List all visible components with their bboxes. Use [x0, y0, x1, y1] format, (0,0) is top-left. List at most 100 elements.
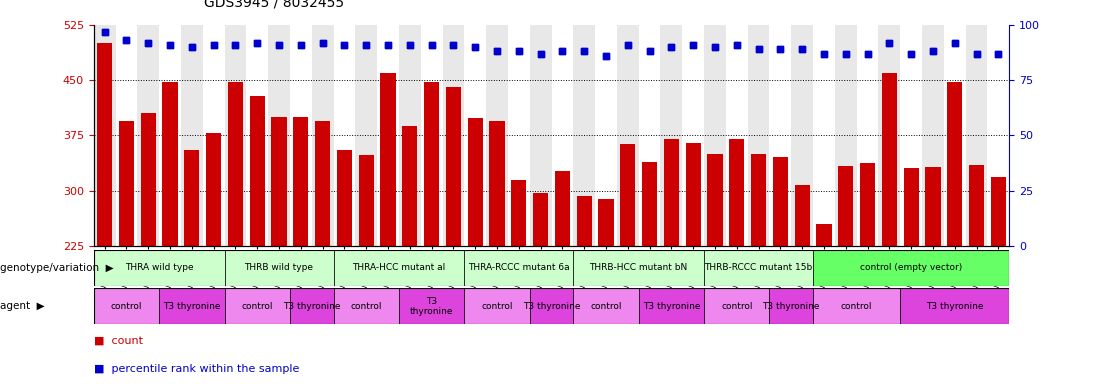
Bar — [403, 126, 417, 384]
Text: ■  count: ■ count — [94, 336, 142, 346]
Bar — [271, 117, 287, 384]
Bar — [620, 144, 635, 384]
Bar — [574, 25, 596, 246]
Bar — [598, 199, 613, 384]
Bar — [773, 157, 788, 384]
Bar — [184, 150, 200, 384]
Point — [313, 40, 331, 46]
Bar — [290, 288, 333, 324]
Bar — [707, 154, 722, 384]
Point — [859, 51, 877, 57]
Text: THRA-HCC mutant al: THRA-HCC mutant al — [352, 263, 446, 272]
Point — [205, 42, 223, 48]
Point — [684, 42, 702, 48]
Bar — [903, 169, 919, 384]
Point — [837, 51, 855, 57]
Point — [118, 37, 136, 43]
Text: THRB-HCC mutant bN: THRB-HCC mutant bN — [590, 263, 688, 272]
Bar — [97, 43, 113, 384]
Bar — [116, 25, 138, 246]
Bar — [838, 166, 854, 384]
Bar — [987, 25, 1009, 246]
Bar — [577, 196, 592, 384]
Bar — [664, 139, 679, 384]
Bar — [661, 25, 683, 246]
Bar — [791, 25, 813, 246]
Point — [139, 40, 157, 46]
Text: T3 thyronine: T3 thyronine — [523, 302, 580, 311]
Point — [422, 42, 440, 48]
Point — [576, 48, 593, 55]
Bar — [228, 82, 243, 384]
Bar — [574, 250, 704, 286]
Bar — [97, 43, 113, 384]
Bar — [813, 250, 1009, 286]
Bar — [249, 96, 265, 384]
Point — [139, 40, 157, 46]
Bar — [511, 180, 526, 384]
Point — [270, 42, 288, 48]
Bar — [377, 25, 399, 246]
Point — [684, 42, 702, 48]
Text: THRB wild type: THRB wild type — [245, 263, 313, 272]
Bar — [312, 25, 333, 246]
Bar — [686, 143, 700, 384]
Bar — [838, 166, 854, 384]
Bar — [420, 25, 442, 246]
Bar — [965, 25, 987, 246]
Bar — [399, 288, 464, 324]
Bar — [249, 96, 265, 384]
Bar — [925, 167, 941, 384]
Point — [161, 42, 179, 48]
Point — [292, 42, 310, 48]
Point — [728, 42, 746, 48]
Bar — [358, 155, 374, 384]
Point — [554, 48, 571, 55]
Text: control (empty vector): control (empty vector) — [860, 263, 962, 272]
Bar — [968, 165, 984, 384]
Bar — [468, 118, 483, 384]
Text: agent  ▶: agent ▶ — [0, 301, 44, 311]
Text: THRA-RCCC mutant 6a: THRA-RCCC mutant 6a — [468, 263, 569, 272]
Bar — [816, 223, 832, 384]
Point — [445, 42, 462, 48]
Bar — [683, 25, 704, 246]
Bar — [726, 25, 748, 246]
Point — [793, 46, 811, 52]
Point — [771, 46, 789, 52]
Bar — [228, 82, 243, 384]
Bar — [336, 150, 352, 384]
Bar — [813, 25, 835, 246]
Point — [96, 28, 114, 35]
Point — [510, 48, 527, 55]
Text: T3
thyronine: T3 thyronine — [410, 296, 453, 316]
Bar — [511, 180, 526, 384]
Point — [750, 46, 768, 52]
Point — [641, 48, 658, 55]
Text: control: control — [840, 302, 872, 311]
Point — [467, 44, 484, 50]
Text: control: control — [242, 302, 272, 311]
Bar — [900, 25, 922, 246]
Point — [576, 48, 593, 55]
Point — [118, 37, 136, 43]
Bar — [358, 155, 374, 384]
Bar — [664, 139, 679, 384]
Point — [663, 44, 681, 50]
Bar — [490, 121, 505, 384]
Bar — [184, 150, 200, 384]
Bar — [94, 250, 225, 286]
Point — [924, 48, 942, 55]
Bar — [639, 288, 704, 324]
Bar — [770, 288, 813, 324]
Bar — [642, 162, 657, 384]
Bar — [729, 139, 745, 384]
Bar — [903, 169, 919, 384]
Point — [946, 40, 964, 46]
Bar — [577, 196, 592, 384]
Bar — [315, 121, 330, 384]
Bar — [290, 25, 312, 246]
Point — [706, 44, 724, 50]
Bar — [315, 121, 330, 384]
Point — [205, 42, 223, 48]
